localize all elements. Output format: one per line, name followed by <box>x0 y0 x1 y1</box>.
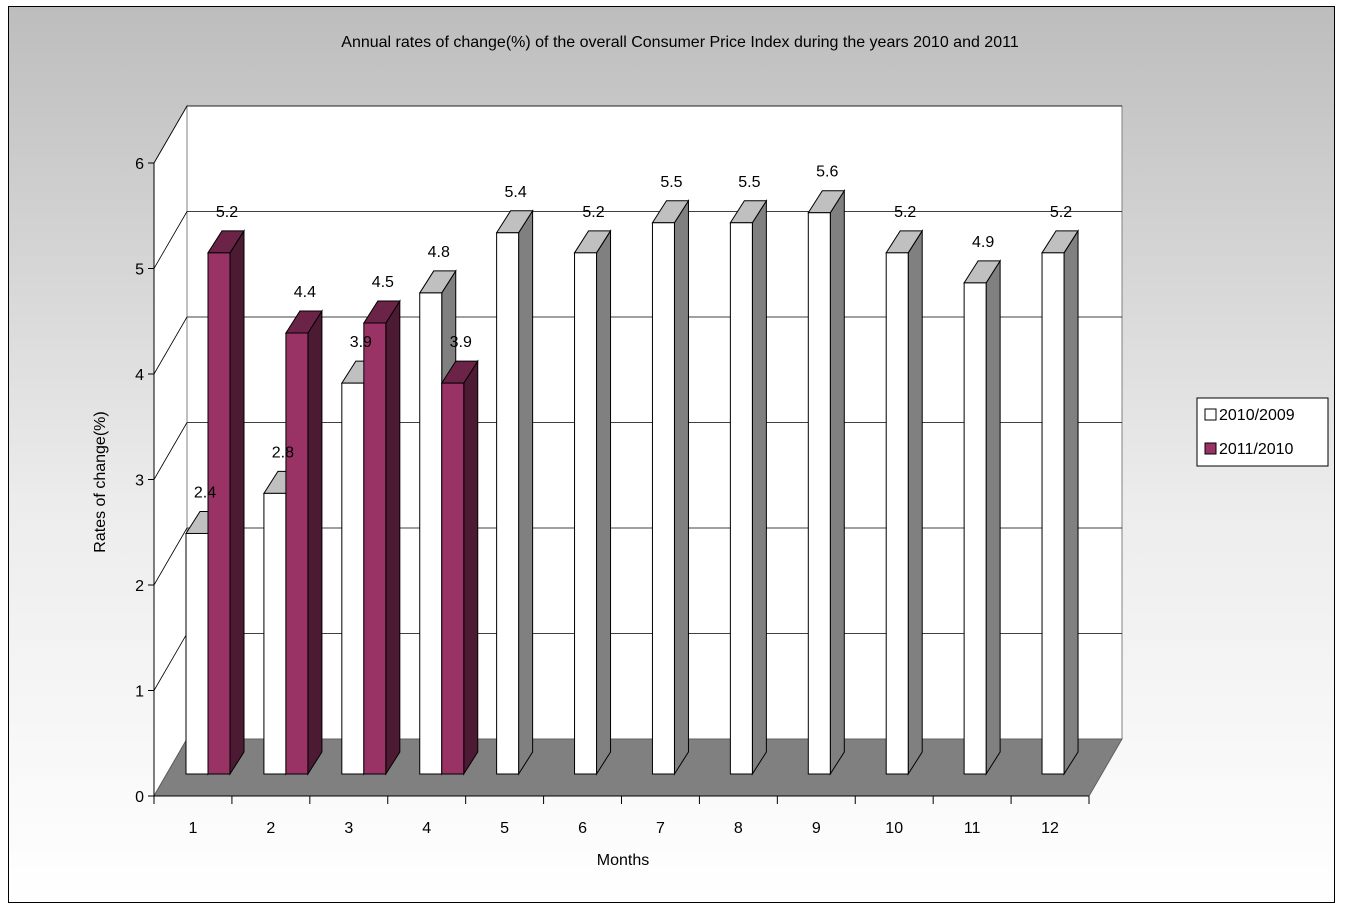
x-tick-label: 9 <box>812 820 821 837</box>
bar-front <box>341 382 365 775</box>
bar-front <box>1041 252 1065 775</box>
data-label-2010-2009-month-9: 5.6 <box>816 164 838 181</box>
legend-swatch-2010-2009 <box>1204 408 1217 421</box>
bar-side <box>596 229 612 776</box>
x-tick-label: 5 <box>500 820 509 837</box>
data-label-2010-2009-month-8: 5.5 <box>738 174 760 191</box>
gridline-side <box>153 211 188 269</box>
gridline-side <box>153 316 188 375</box>
bar-front <box>963 282 987 775</box>
bar-front <box>496 232 520 775</box>
bar-front <box>285 332 309 775</box>
data-label-2010-2009-month-4: 4.8 <box>428 244 450 261</box>
bar-side <box>229 229 245 776</box>
data-label-2010-2009-month-6: 5.2 <box>582 204 604 221</box>
bar-side <box>829 189 845 776</box>
x-tick-label: 6 <box>578 820 587 837</box>
bar-front <box>419 292 443 775</box>
bar-front <box>441 382 465 775</box>
x-tick-label: 11 <box>964 820 981 837</box>
x-tick-label: 2 <box>266 820 275 837</box>
bar-side <box>673 199 689 776</box>
y-tick-label: 2 <box>135 578 144 595</box>
bar-side <box>1063 229 1079 776</box>
data-label-2010-2009-month-1: 2.4 <box>194 484 216 501</box>
bar-front <box>185 532 209 775</box>
bar-2010-2009-month-10 <box>885 229 924 776</box>
data-label-2010-2009-month-3: 3.9 <box>350 334 372 351</box>
bar-front <box>651 222 675 775</box>
bar-2010-2009-month-12 <box>1041 229 1079 776</box>
data-label-2010-2009-month-11: 4.9 <box>972 234 994 251</box>
x-tick-label: 4 <box>422 820 431 837</box>
bar-2011-2010-month-1 <box>207 229 245 776</box>
legend: 2010/2009 2011/2010 <box>1196 397 1329 467</box>
gridline-side <box>153 422 188 480</box>
y-tick-label: 3 <box>135 473 144 490</box>
bar-side <box>985 259 1001 776</box>
data-label-2011-2010-month-4: 3.9 <box>450 334 472 351</box>
y-tick-label: 6 <box>135 156 144 173</box>
data-label-2010-2009-month-10: 5.2 <box>894 204 916 221</box>
chart-title: Annual rates of change(%) of the overall… <box>341 34 1019 51</box>
data-label-2011-2010-month-1: 5.2 <box>216 204 238 221</box>
x-axis-label: Months <box>597 852 649 869</box>
data-labels: 2.4 5.2 2.8 4.4 3.9 4.5 4.8 3.9 5.4 5.2 5.5 5.5 5.6 5… <box>194 164 1072 502</box>
bar-front <box>807 212 831 775</box>
data-label-2010-2009-month-12: 5.2 <box>1050 204 1072 221</box>
gridline-side <box>153 105 188 164</box>
bar-2011-2010-month-4 <box>440 359 479 776</box>
legend-box <box>1196 397 1329 467</box>
data-label-2010-2009-month-5: 5.4 <box>505 184 527 201</box>
data-label-2011-2010-month-2: 4.4 <box>294 284 316 301</box>
bar-2010-2009-month-6 <box>573 229 612 776</box>
x-tick-label: 7 <box>656 820 665 837</box>
y-tick-label: 1 <box>135 684 144 701</box>
chart-svg: Annual rates of change(%) of the overall… <box>92 34 1329 869</box>
bar-side <box>751 199 767 776</box>
legend-label-2011-2010: 2011/2010 <box>1219 441 1294 458</box>
bar-front <box>363 322 387 775</box>
bar-front <box>729 222 753 775</box>
x-tick-label: 8 <box>734 820 743 837</box>
x-tick-label: 10 <box>885 820 903 837</box>
bar-2011-2010-month-2 <box>285 309 323 776</box>
y-tick-label: 5 <box>135 262 144 279</box>
bar-side <box>385 299 401 776</box>
bar-side <box>307 309 323 776</box>
bar-2010-2009-month-11 <box>963 259 1002 776</box>
chart-frame: Annual rates of change(%) of the overall… <box>8 6 1335 903</box>
bar-2010-2009-month-5 <box>495 209 534 776</box>
bar-2010-2009-month-9 <box>807 189 846 776</box>
y-tick-label: 0 <box>135 789 144 806</box>
bar-side <box>518 209 534 776</box>
x-tick-label: 1 <box>189 820 198 837</box>
bar-side <box>907 229 923 776</box>
x-tick-label: 3 <box>344 820 353 837</box>
gridline-side <box>153 527 188 586</box>
y-tick-label: 4 <box>135 367 144 384</box>
x-tick-label: 12 <box>1041 820 1059 837</box>
bar-front <box>885 252 909 775</box>
bar-2010-2009-month-7 <box>651 199 690 776</box>
data-label-2011-2010-month-3: 4.5 <box>372 274 394 291</box>
bar-front <box>574 252 598 775</box>
data-label-2010-2009-month-2: 2.8 <box>272 444 294 461</box>
bars <box>185 189 1079 776</box>
data-label-2010-2009-month-7: 5.5 <box>660 174 682 191</box>
bar-side <box>463 359 479 776</box>
legend-label-2010-2009: 2010/2009 <box>1219 407 1295 424</box>
y-axis-label: Rates of change(%) <box>92 411 109 552</box>
bar-2011-2010-month-3 <box>362 299 401 776</box>
bar-front <box>207 252 231 775</box>
gridline-side <box>153 633 188 691</box>
legend-swatch-2011-2010 <box>1204 442 1217 455</box>
bar-2010-2009-month-8 <box>729 199 768 776</box>
bar-front <box>263 492 287 775</box>
